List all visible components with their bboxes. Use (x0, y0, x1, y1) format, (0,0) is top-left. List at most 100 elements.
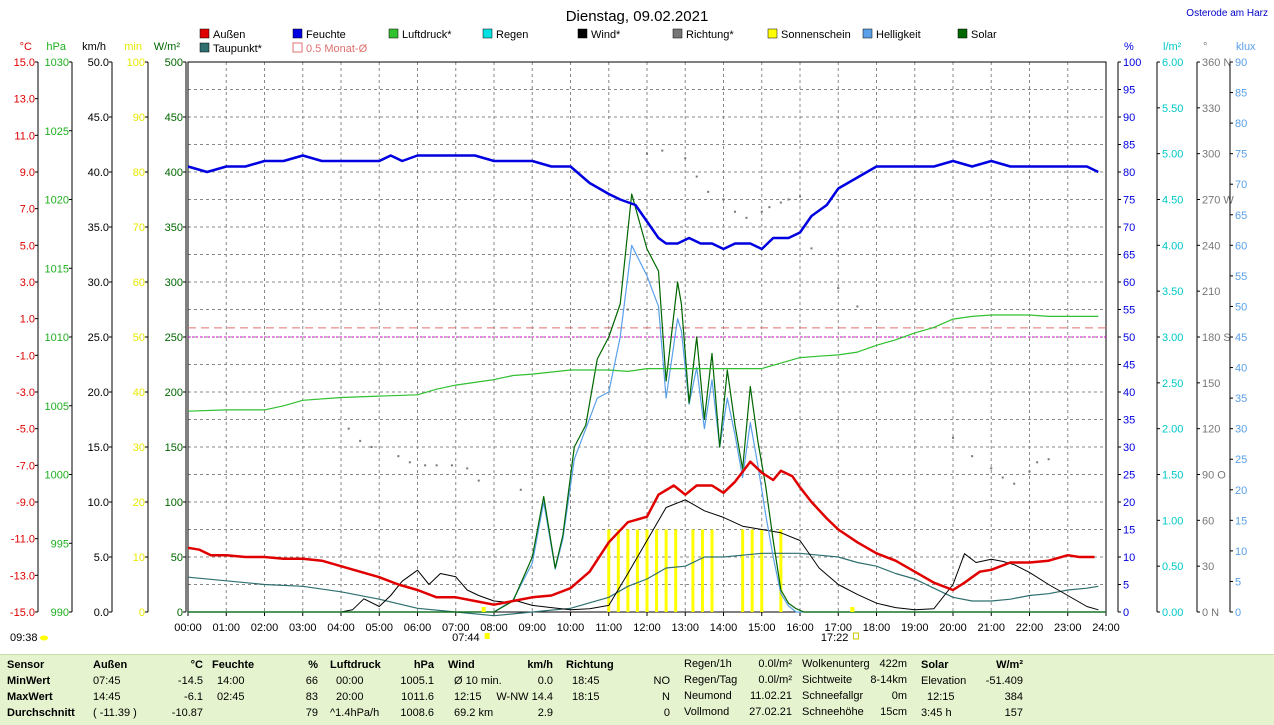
regen-1h-label: Regen/1h (684, 658, 732, 670)
left-axis-tick-label: 40.0 (88, 167, 109, 179)
x-tick-label: 18:00 (863, 622, 891, 634)
direction-point (519, 488, 522, 491)
left-axis-tick-label: 50.0 (88, 57, 109, 69)
x-tick-label: 12:00 (633, 622, 661, 634)
right-axis-tick-label: 0 N (1202, 607, 1219, 619)
left-axis-tick-label: 15.0 (14, 57, 35, 69)
right-axis-tick-label: 330 (1202, 103, 1220, 115)
left-axis-tick-label: -1.0 (16, 350, 35, 362)
right-axis-unit: ° (1203, 41, 1207, 53)
direction-point (787, 198, 790, 201)
feuchte-max-value: 83 (305, 691, 318, 703)
left-axis-tick-label: 90 (133, 112, 145, 124)
right-axis-tick-label: 5.50 (1162, 103, 1183, 115)
aussen-max-value: -6.1 (184, 691, 203, 703)
left-axis-tick-label: 10 (133, 552, 145, 564)
x-tick-label: 06:00 (404, 622, 432, 634)
richtung-avg-value: 0 (663, 707, 670, 719)
schneefall-value: 0m (891, 690, 907, 702)
feuchte-max-time: 02:45 (217, 691, 245, 703)
left-axis-tick-label: 100 (165, 497, 183, 509)
legend-label: Sonnenschein (781, 29, 851, 41)
right-axis-tick-label: 25 (1123, 470, 1135, 482)
left-axis-tick-label: 25.0 (88, 332, 109, 344)
left-axis-tick-label: 30 (133, 442, 145, 454)
x-tick-label: 22:00 (1016, 622, 1044, 634)
aussen-min-time: 07:45 (93, 675, 121, 687)
left-axis-tick-label: 500 (165, 57, 183, 69)
right-axis-tick-label: 60 (1123, 277, 1135, 289)
station-name: Osterode am Harz (1186, 8, 1268, 19)
luftdruck-max-time: 20:00 (336, 691, 364, 703)
direction-point (408, 461, 411, 464)
feuchte-header: Feuchte (212, 659, 255, 671)
legend-swatch (199, 42, 210, 53)
right-axis-tick-label: 100 (1123, 57, 1141, 69)
legend-swatch (577, 28, 588, 39)
luftdruck-header: Luftdruck (330, 659, 381, 671)
right-axis-tick-label: 45 (1235, 332, 1247, 344)
right-axis-tick-label: 50 (1235, 301, 1247, 313)
direction-point (435, 464, 438, 467)
direction-point (424, 464, 427, 467)
direction-point (837, 287, 840, 290)
x-tick-label: 24:00 (1092, 622, 1120, 634)
left-axis-tick-label: 45.0 (88, 112, 109, 124)
right-axis-tick-label: 90 (1123, 112, 1135, 124)
direction-point (810, 247, 813, 250)
left-axis-tick-label: 350 (165, 222, 183, 234)
right-axis-tick-label: 240 (1202, 240, 1220, 252)
right-axis-tick-label: 40 (1123, 387, 1135, 399)
direction-point (990, 467, 993, 470)
right-axis-tick-label: 2.00 (1162, 424, 1183, 436)
left-axis-tick-label: 300 (165, 277, 183, 289)
left-axis-tick-label: 1000 (45, 470, 69, 482)
left-axis-tick-label: 1015 (45, 263, 69, 275)
vollmond-value: 27.02.21 (749, 706, 792, 718)
x-tick-label: 17:00 (824, 622, 852, 634)
left-axis-unit: km/h (82, 41, 106, 53)
legend-label: Richtung* (686, 29, 734, 41)
left-axis-unit: min (124, 41, 142, 53)
right-axis-tick-label: 0.50 (1162, 561, 1183, 573)
sun-icon (40, 635, 48, 641)
legend-swatch (292, 42, 303, 53)
regen-tag-value: 0.0l/m² (758, 674, 792, 686)
left-axis-tick-label: 13.0 (14, 94, 35, 106)
chart-title: Dienstag, 09.02.2021 (566, 8, 709, 25)
wind-max-time: 12:15 (454, 691, 482, 703)
aussen-header: Außen (93, 659, 128, 671)
feuchte-min-value: 66 (305, 675, 318, 687)
left-axis-tick-label: 60 (133, 277, 145, 289)
series-line-wind (188, 499, 1099, 613)
x-tick-label: 04:00 (327, 622, 355, 634)
direction-point (745, 216, 748, 219)
neumond-label: Neumond (684, 690, 732, 702)
x-tick-label: 16:00 (786, 622, 814, 634)
direction-point (397, 455, 400, 458)
sichtweite-value: 8-14km (870, 674, 907, 686)
left-axis-tick-label: 11.0 (14, 130, 35, 142)
right-axis-tick-label: 270 W (1202, 195, 1234, 207)
right-axis-tick-label: 0 (1123, 607, 1129, 619)
legend-label: Wind* (591, 29, 621, 41)
right-axis-unit: klux (1236, 41, 1256, 53)
right-axis-tick-label: 10 (1235, 546, 1247, 558)
richtung-min-time: 18:45 (572, 675, 600, 687)
right-axis-tick-label: 210 (1202, 286, 1220, 298)
x-tick-label: 14:00 (710, 622, 738, 634)
legend-label: Luftdruck* (402, 29, 452, 41)
aussen-max-time: 14:45 (93, 691, 121, 703)
left-axis-unit: °C (20, 41, 32, 53)
corner-time: 09:38 (10, 632, 38, 644)
direction-point (661, 149, 664, 152)
right-axis-tick-label: 3.50 (1162, 286, 1183, 298)
right-axis-tick-label: 2.50 (1162, 378, 1183, 390)
direction-point (477, 479, 480, 482)
right-axis-unit: % (1124, 41, 1134, 53)
right-axis-tick-label: 5.00 (1162, 149, 1183, 161)
series-line-feuchte (187, 154, 1099, 251)
schneehoehe-label: Schneehöhe (802, 706, 864, 718)
legend-label: 0.5 Monat-Ø (306, 43, 368, 55)
right-axis-tick-label: 75 (1235, 149, 1247, 161)
